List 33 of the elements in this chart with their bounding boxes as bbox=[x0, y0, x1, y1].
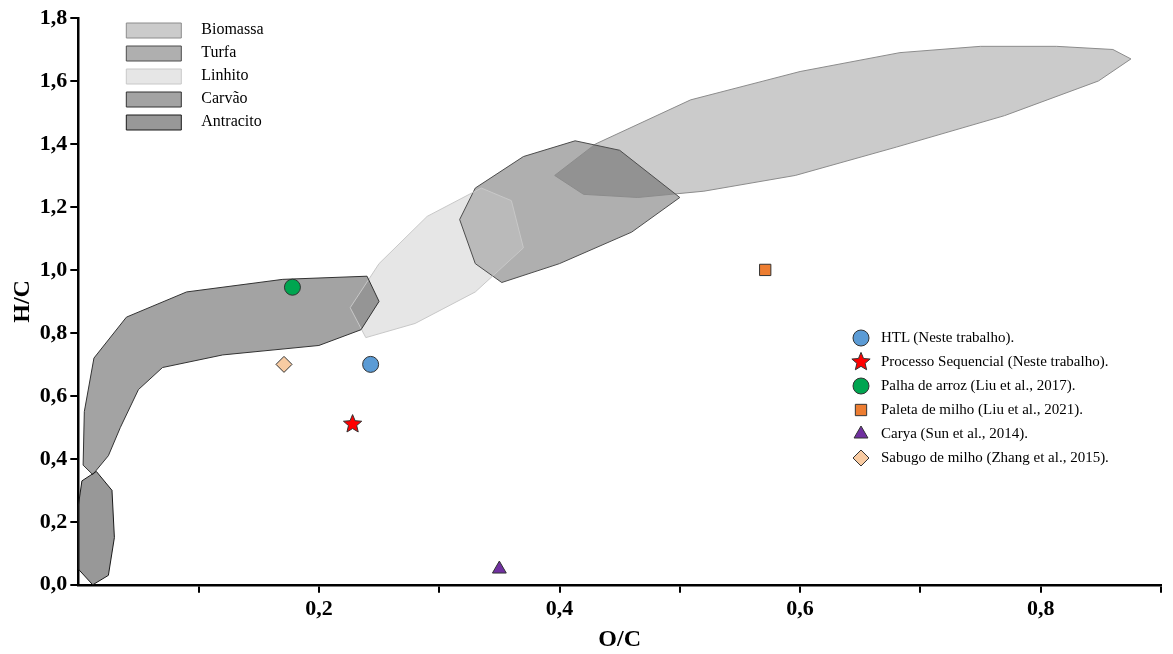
x-tick-label: 0,2 bbox=[305, 594, 333, 620]
x-tick-label: 0,6 bbox=[786, 594, 814, 620]
point bbox=[342, 414, 363, 433]
point bbox=[362, 355, 380, 373]
x-tick-label: 0,8 bbox=[1026, 594, 1055, 620]
y-tick-label: 0,2 bbox=[39, 507, 68, 533]
y-tick-label: 0,8 bbox=[39, 318, 68, 344]
point bbox=[759, 263, 772, 277]
legend-label: Linhito bbox=[201, 66, 249, 84]
x-axis-title: O/C bbox=[598, 624, 641, 651]
legend-label: Sabugo de milho (Zhang et al., 2015). bbox=[881, 448, 1109, 466]
y-tick-label: 1,6 bbox=[39, 66, 68, 92]
y-tick-label: 1,2 bbox=[39, 192, 68, 218]
legend-label: Antracito bbox=[201, 112, 262, 130]
y-tick-label: 1,8 bbox=[39, 3, 68, 29]
y-tick-label: 0,0 bbox=[39, 570, 68, 596]
x-tick-label: 0,4 bbox=[545, 594, 574, 620]
legend-label: Paleta de milho (Liu et al., 2021). bbox=[881, 400, 1084, 418]
legend-label: Biomassa bbox=[201, 20, 264, 38]
legend-label: Carya (Sun et al., 2014). bbox=[881, 424, 1029, 442]
legend-label: Carvão bbox=[201, 89, 248, 107]
point bbox=[283, 278, 301, 296]
point bbox=[491, 560, 507, 574]
legend-label: Processo Sequencial (Neste trabalho). bbox=[881, 352, 1109, 370]
y-tick-label: 1,4 bbox=[39, 129, 68, 155]
legend-label: HTL (Neste trabalho). bbox=[881, 328, 1015, 346]
legend-label: Palha de arroz (Liu et al., 2017). bbox=[881, 376, 1076, 394]
y-tick-label: 0,4 bbox=[39, 444, 68, 470]
y-tick-label: 0,6 bbox=[39, 381, 68, 407]
y-axis-title: H/C bbox=[7, 280, 34, 323]
legend-label: Turfa bbox=[201, 43, 237, 61]
point bbox=[275, 355, 293, 373]
y-tick-label: 1,0 bbox=[39, 255, 68, 281]
